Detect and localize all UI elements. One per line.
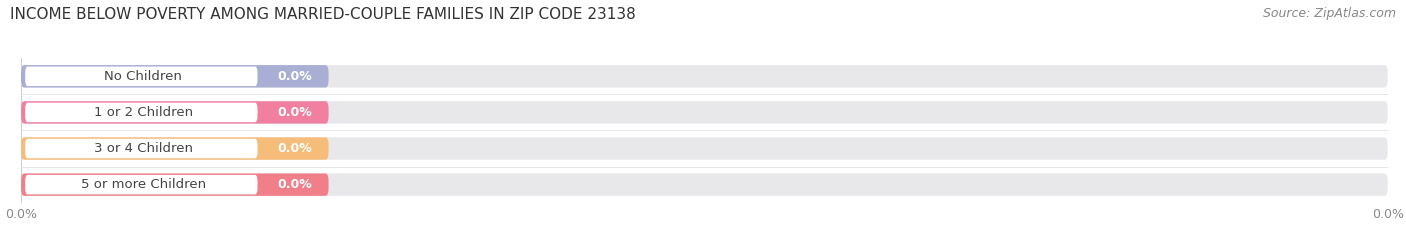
Text: 0.0%: 0.0% <box>277 142 312 155</box>
Text: 0.0%: 0.0% <box>277 178 312 191</box>
Text: 0.0%: 0.0% <box>277 70 312 83</box>
Text: 3 or 4 Children: 3 or 4 Children <box>94 142 193 155</box>
FancyBboxPatch shape <box>25 139 257 158</box>
FancyBboxPatch shape <box>21 65 1388 88</box>
FancyBboxPatch shape <box>25 67 257 86</box>
FancyBboxPatch shape <box>21 101 1388 124</box>
FancyBboxPatch shape <box>25 175 257 194</box>
FancyBboxPatch shape <box>21 101 329 124</box>
FancyBboxPatch shape <box>21 65 329 88</box>
FancyBboxPatch shape <box>21 173 1388 196</box>
FancyBboxPatch shape <box>21 137 1388 160</box>
Text: 1 or 2 Children: 1 or 2 Children <box>94 106 193 119</box>
Text: INCOME BELOW POVERTY AMONG MARRIED-COUPLE FAMILIES IN ZIP CODE 23138: INCOME BELOW POVERTY AMONG MARRIED-COUPL… <box>10 7 636 22</box>
Text: 5 or more Children: 5 or more Children <box>80 178 205 191</box>
Text: Source: ZipAtlas.com: Source: ZipAtlas.com <box>1263 7 1396 20</box>
FancyBboxPatch shape <box>25 103 257 122</box>
FancyBboxPatch shape <box>21 137 329 160</box>
Text: No Children: No Children <box>104 70 183 83</box>
FancyBboxPatch shape <box>21 173 329 196</box>
Text: 0.0%: 0.0% <box>277 106 312 119</box>
